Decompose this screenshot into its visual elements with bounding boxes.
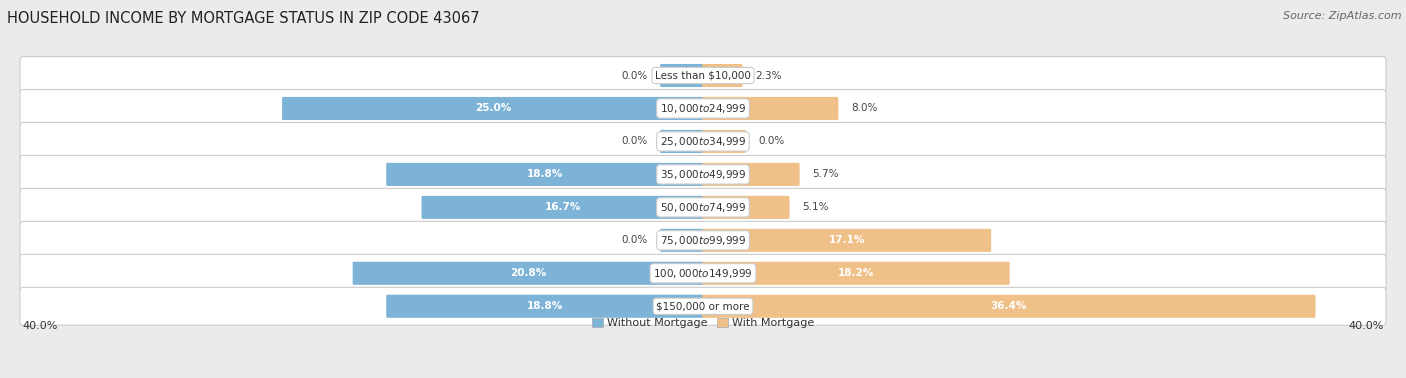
Text: $25,000 to $34,999: $25,000 to $34,999 xyxy=(659,135,747,148)
FancyBboxPatch shape xyxy=(702,295,1316,318)
FancyBboxPatch shape xyxy=(702,97,838,120)
FancyBboxPatch shape xyxy=(20,57,1386,94)
FancyBboxPatch shape xyxy=(702,262,1010,285)
FancyBboxPatch shape xyxy=(387,163,704,186)
FancyBboxPatch shape xyxy=(702,163,800,186)
Text: 18.8%: 18.8% xyxy=(527,301,564,311)
FancyBboxPatch shape xyxy=(20,188,1386,226)
FancyBboxPatch shape xyxy=(387,295,704,318)
Text: 18.8%: 18.8% xyxy=(527,169,564,180)
Text: 5.7%: 5.7% xyxy=(813,169,839,180)
FancyBboxPatch shape xyxy=(702,229,991,252)
Text: 8.0%: 8.0% xyxy=(851,104,877,113)
FancyBboxPatch shape xyxy=(20,90,1386,127)
Text: 18.2%: 18.2% xyxy=(838,268,875,278)
Text: 17.1%: 17.1% xyxy=(828,235,865,245)
FancyBboxPatch shape xyxy=(20,254,1386,292)
Text: 0.0%: 0.0% xyxy=(758,136,785,146)
Text: Less than $10,000: Less than $10,000 xyxy=(655,71,751,81)
FancyBboxPatch shape xyxy=(422,196,704,219)
Text: $10,000 to $24,999: $10,000 to $24,999 xyxy=(659,102,747,115)
Text: 25.0%: 25.0% xyxy=(475,104,512,113)
Text: Source: ZipAtlas.com: Source: ZipAtlas.com xyxy=(1284,11,1402,21)
Legend: Without Mortgage, With Mortgage: Without Mortgage, With Mortgage xyxy=(588,314,818,333)
FancyBboxPatch shape xyxy=(661,130,704,153)
Text: 0.0%: 0.0% xyxy=(621,71,648,81)
FancyBboxPatch shape xyxy=(20,287,1386,325)
FancyBboxPatch shape xyxy=(353,262,704,285)
Text: 16.7%: 16.7% xyxy=(544,202,581,212)
Text: 36.4%: 36.4% xyxy=(991,301,1026,311)
Text: HOUSEHOLD INCOME BY MORTGAGE STATUS IN ZIP CODE 43067: HOUSEHOLD INCOME BY MORTGAGE STATUS IN Z… xyxy=(7,11,479,26)
FancyBboxPatch shape xyxy=(20,122,1386,160)
FancyBboxPatch shape xyxy=(283,97,704,120)
FancyBboxPatch shape xyxy=(661,229,704,252)
FancyBboxPatch shape xyxy=(20,222,1386,259)
Text: 0.0%: 0.0% xyxy=(621,235,648,245)
Text: $50,000 to $74,999: $50,000 to $74,999 xyxy=(659,201,747,214)
Text: 40.0%: 40.0% xyxy=(22,321,58,331)
Text: $100,000 to $149,999: $100,000 to $149,999 xyxy=(654,267,752,280)
FancyBboxPatch shape xyxy=(702,130,745,153)
Text: 0.0%: 0.0% xyxy=(621,136,648,146)
FancyBboxPatch shape xyxy=(702,64,742,87)
Text: $35,000 to $49,999: $35,000 to $49,999 xyxy=(659,168,747,181)
Text: $150,000 or more: $150,000 or more xyxy=(657,301,749,311)
Text: 20.8%: 20.8% xyxy=(510,268,547,278)
FancyBboxPatch shape xyxy=(702,196,790,219)
Text: $75,000 to $99,999: $75,000 to $99,999 xyxy=(659,234,747,247)
FancyBboxPatch shape xyxy=(661,64,704,87)
Text: 40.0%: 40.0% xyxy=(1348,321,1384,331)
Text: 5.1%: 5.1% xyxy=(803,202,828,212)
FancyBboxPatch shape xyxy=(20,155,1386,194)
Text: 2.3%: 2.3% xyxy=(755,71,782,81)
